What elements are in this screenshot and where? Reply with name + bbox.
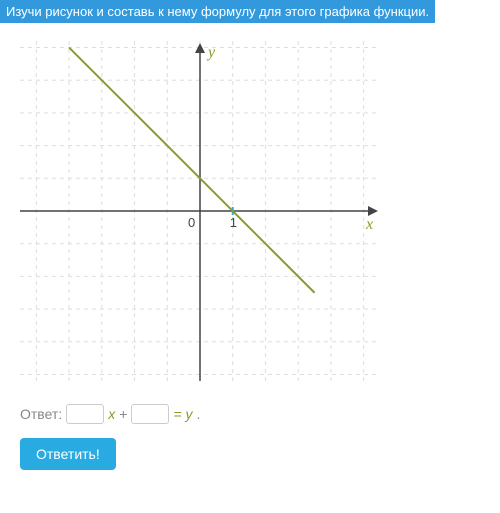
svg-text:0: 0	[188, 215, 195, 230]
formula-plus: +	[119, 406, 127, 422]
task-prompt: Изучи рисунок и составь к нему формулу д…	[0, 0, 435, 23]
formula-x: x	[108, 406, 115, 422]
answer-label: Ответ:	[20, 406, 62, 422]
coefficient-a-input[interactable]	[66, 404, 104, 424]
formula-eq-y: = y	[173, 406, 192, 422]
submit-button[interactable]: Ответить!	[20, 438, 116, 470]
chart-container: 0 1 x y	[0, 41, 500, 386]
svg-text:y: y	[206, 44, 216, 61]
function-graph: 0 1 x y	[20, 41, 380, 381]
answer-row: Ответ: x + = y .	[0, 386, 500, 438]
formula-period: .	[196, 406, 200, 422]
coefficient-b-input[interactable]	[131, 404, 169, 424]
svg-text:x: x	[365, 216, 373, 233]
svg-text:1: 1	[230, 215, 237, 230]
